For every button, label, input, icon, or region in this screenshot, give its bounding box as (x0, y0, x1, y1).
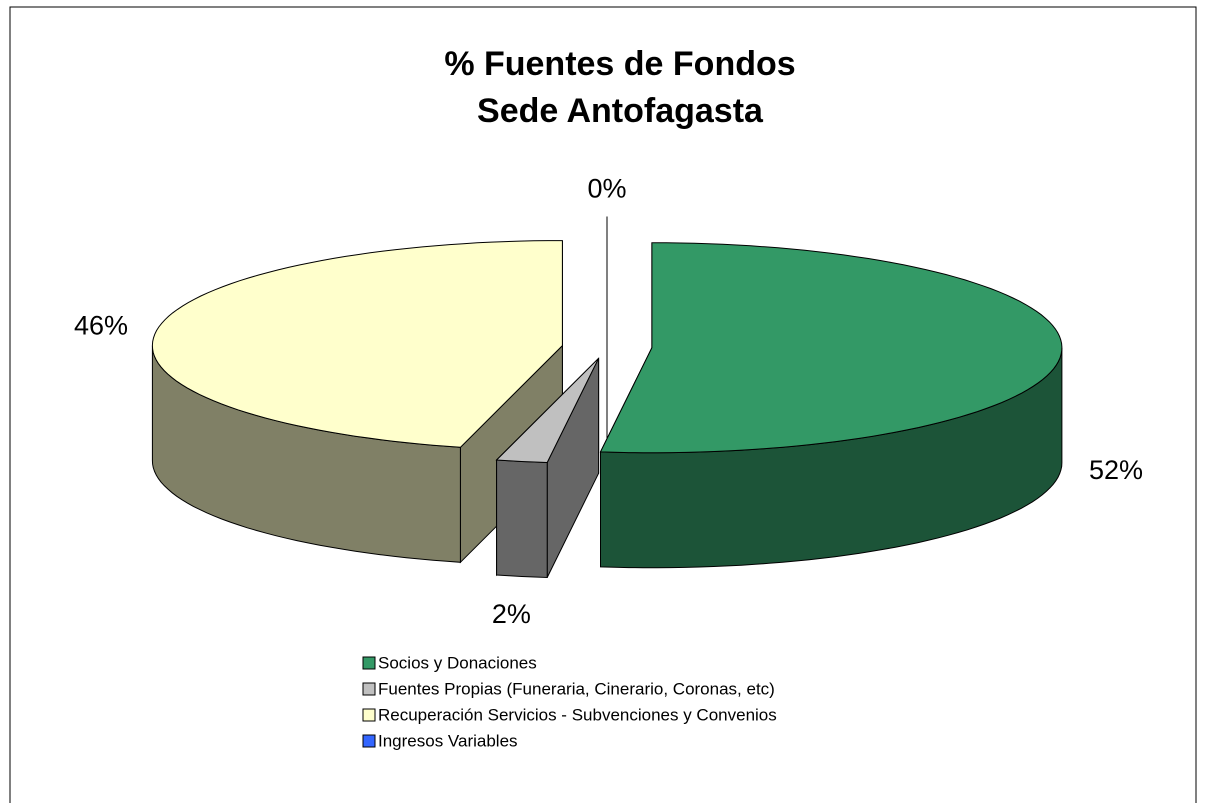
slice-top (495, 357, 600, 464)
slice-top (151, 240, 563, 448)
legend-label: Recuperación Servicios - Subvenciones y … (378, 705, 777, 724)
legend-swatch (362, 708, 376, 722)
chart-title: % Fuentes de Fondos (444, 45, 795, 83)
pie-slice (599, 242, 1063, 569)
data-label: 46% (74, 311, 128, 341)
data-label: 52% (1089, 455, 1143, 485)
data-label: 2% (492, 599, 531, 629)
legend-swatch (362, 682, 376, 696)
slice-side-wall (496, 459, 548, 579)
legend-swatch (362, 656, 376, 670)
legend-label: Fuentes Propias (Funeraria, Cinerario, C… (378, 679, 775, 698)
pie-slice (151, 240, 563, 564)
chart-title: Sede Antofagasta (477, 92, 764, 130)
pie-slice (495, 357, 600, 579)
legend-swatch (362, 734, 376, 748)
data-label: 0% (587, 174, 626, 204)
legend-label: Ingresos Variables (378, 731, 518, 750)
legend-label: Socios y Donaciones (378, 653, 537, 672)
slice-top (599, 242, 1063, 454)
